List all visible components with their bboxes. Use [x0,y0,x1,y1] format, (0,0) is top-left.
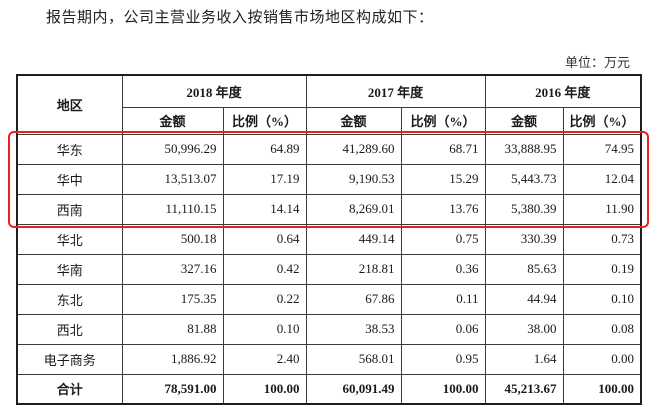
amount-cell: 5,443.73 [484,163,564,195]
ratio-cell: 0.10 [562,283,642,315]
table-row: 西南 11,110.15 14.14 8,269.01 13.76 5,380.39 11.… [16,193,642,225]
ratio-cell: 0.64 [222,223,307,255]
region-cell: 电子商务 [16,343,123,375]
region-cell: 西南 [16,193,123,225]
ratio-cell: 0.11 [400,283,486,315]
amount-cell: 38.53 [305,313,402,345]
amount-cell: 449.14 [305,223,402,255]
amount-cell: 67.86 [305,283,402,315]
table-row: 华中 13,513.07 17.19 9,190.53 15.29 5,443.73 12.… [16,163,642,195]
ratio-cell: 100.00 [400,373,486,405]
ratio-header: 比例（%） [222,106,307,135]
amount-cell: 8,269.01 [305,193,402,225]
ratio-cell: 0.73 [562,223,642,255]
ratio-cell: 0.19 [562,253,642,285]
ratio-cell: 13.76 [400,193,486,225]
ratio-cell: 0.36 [400,253,486,285]
table-row: 华南 327.16 0.42 218.81 0.36 85.63 0.19 [16,253,642,285]
amount-cell: 175.35 [121,283,224,315]
ratio-cell: 74.95 [562,133,642,165]
amount-cell: 60,091.49 [305,373,402,405]
ratio-cell: 0.75 [400,223,486,255]
ratio-cell: 68.71 [400,133,486,165]
amount-cell: 500.18 [121,223,224,255]
amount-cell: 13,513.07 [121,163,224,195]
total-label: 合计 [16,373,123,405]
amount-cell: 11,110.15 [121,193,224,225]
table-row: 华北 500.18 0.64 449.14 0.75 330.39 0.73 [16,223,642,255]
table-row: 电子商务 1,886.92 2.40 568.01 0.95 1.64 0.00 [16,343,642,375]
ratio-cell: 64.89 [222,133,307,165]
ratio-cell: 15.29 [400,163,486,195]
ratio-cell: 14.14 [222,193,307,225]
amount-cell: 85.63 [484,253,564,285]
amount-cell: 568.01 [305,343,402,375]
ratio-cell: 17.19 [222,163,307,195]
ratio-cell: 0.22 [222,283,307,315]
region-cell: 华东 [16,133,123,165]
ratio-cell: 12.04 [562,163,642,195]
amount-cell: 330.39 [484,223,564,255]
total-row: 合计 78,591.00 100.00 60,091.49 100.00 45,213.6… [16,373,642,405]
amount-cell: 38.00 [484,313,564,345]
ratio-cell: 100.00 [562,373,642,405]
table-row: 西北 81.88 0.10 38.53 0.06 38.00 0.08 [16,313,642,345]
ratio-header: 比例（%） [562,106,642,135]
amount-cell: 78,591.00 [121,373,224,405]
ratio-cell: 0.10 [222,313,307,345]
intro-text: 报告期内，公司主营业务收入按销售市场地区构成如下： [46,8,434,26]
amount-cell: 9,190.53 [305,163,402,195]
amount-cell: 50,996.29 [121,133,224,165]
amount-header: 金额 [121,106,224,135]
year-header: 2016 年度 [484,74,642,108]
region-cell: 东北 [16,283,123,315]
amount-cell: 44.94 [484,283,564,315]
ratio-cell: 0.00 [562,343,642,375]
region-cell: 华北 [16,223,123,255]
amount-cell: 327.16 [121,253,224,285]
amount-cell: 41,289.60 [305,133,402,165]
amount-cell: 1.64 [484,343,564,375]
region-cell: 华中 [16,163,123,195]
amount-header: 金额 [484,106,564,135]
table-row: 东北 175.35 0.22 67.86 0.11 44.94 0.10 [16,283,642,315]
unit-label: 单位：万元 [565,56,631,71]
ratio-cell: 0.08 [562,313,642,345]
amount-header: 金额 [305,106,402,135]
region-cell: 西北 [16,313,123,345]
amount-cell: 218.81 [305,253,402,285]
ratio-cell: 2.40 [222,343,307,375]
ratio-header: 比例（%） [400,106,486,135]
ratio-cell: 11.90 [562,193,642,225]
year-header: 2018 年度 [121,74,307,108]
ratio-cell: 0.06 [400,313,486,345]
amount-cell: 33,888.95 [484,133,564,165]
ratio-cell: 100.00 [222,373,307,405]
revenue-by-region-table: 地区 2018 年度 2017 年度 2016 年度 金额 比例（%） 金额 比… [16,74,643,405]
amount-cell: 81.88 [121,313,224,345]
ratio-cell: 0.42 [222,253,307,285]
year-header: 2017 年度 [305,74,486,108]
region-cell: 华南 [16,253,123,285]
amount-cell: 1,886.92 [121,343,224,375]
amount-cell: 45,213.67 [484,373,564,405]
table-row: 华东 50,996.29 64.89 41,289.60 68.71 33,888.95 7… [16,133,642,165]
amount-cell: 5,380.39 [484,193,564,225]
ratio-cell: 0.95 [400,343,486,375]
region-header: 地区 [16,74,123,135]
